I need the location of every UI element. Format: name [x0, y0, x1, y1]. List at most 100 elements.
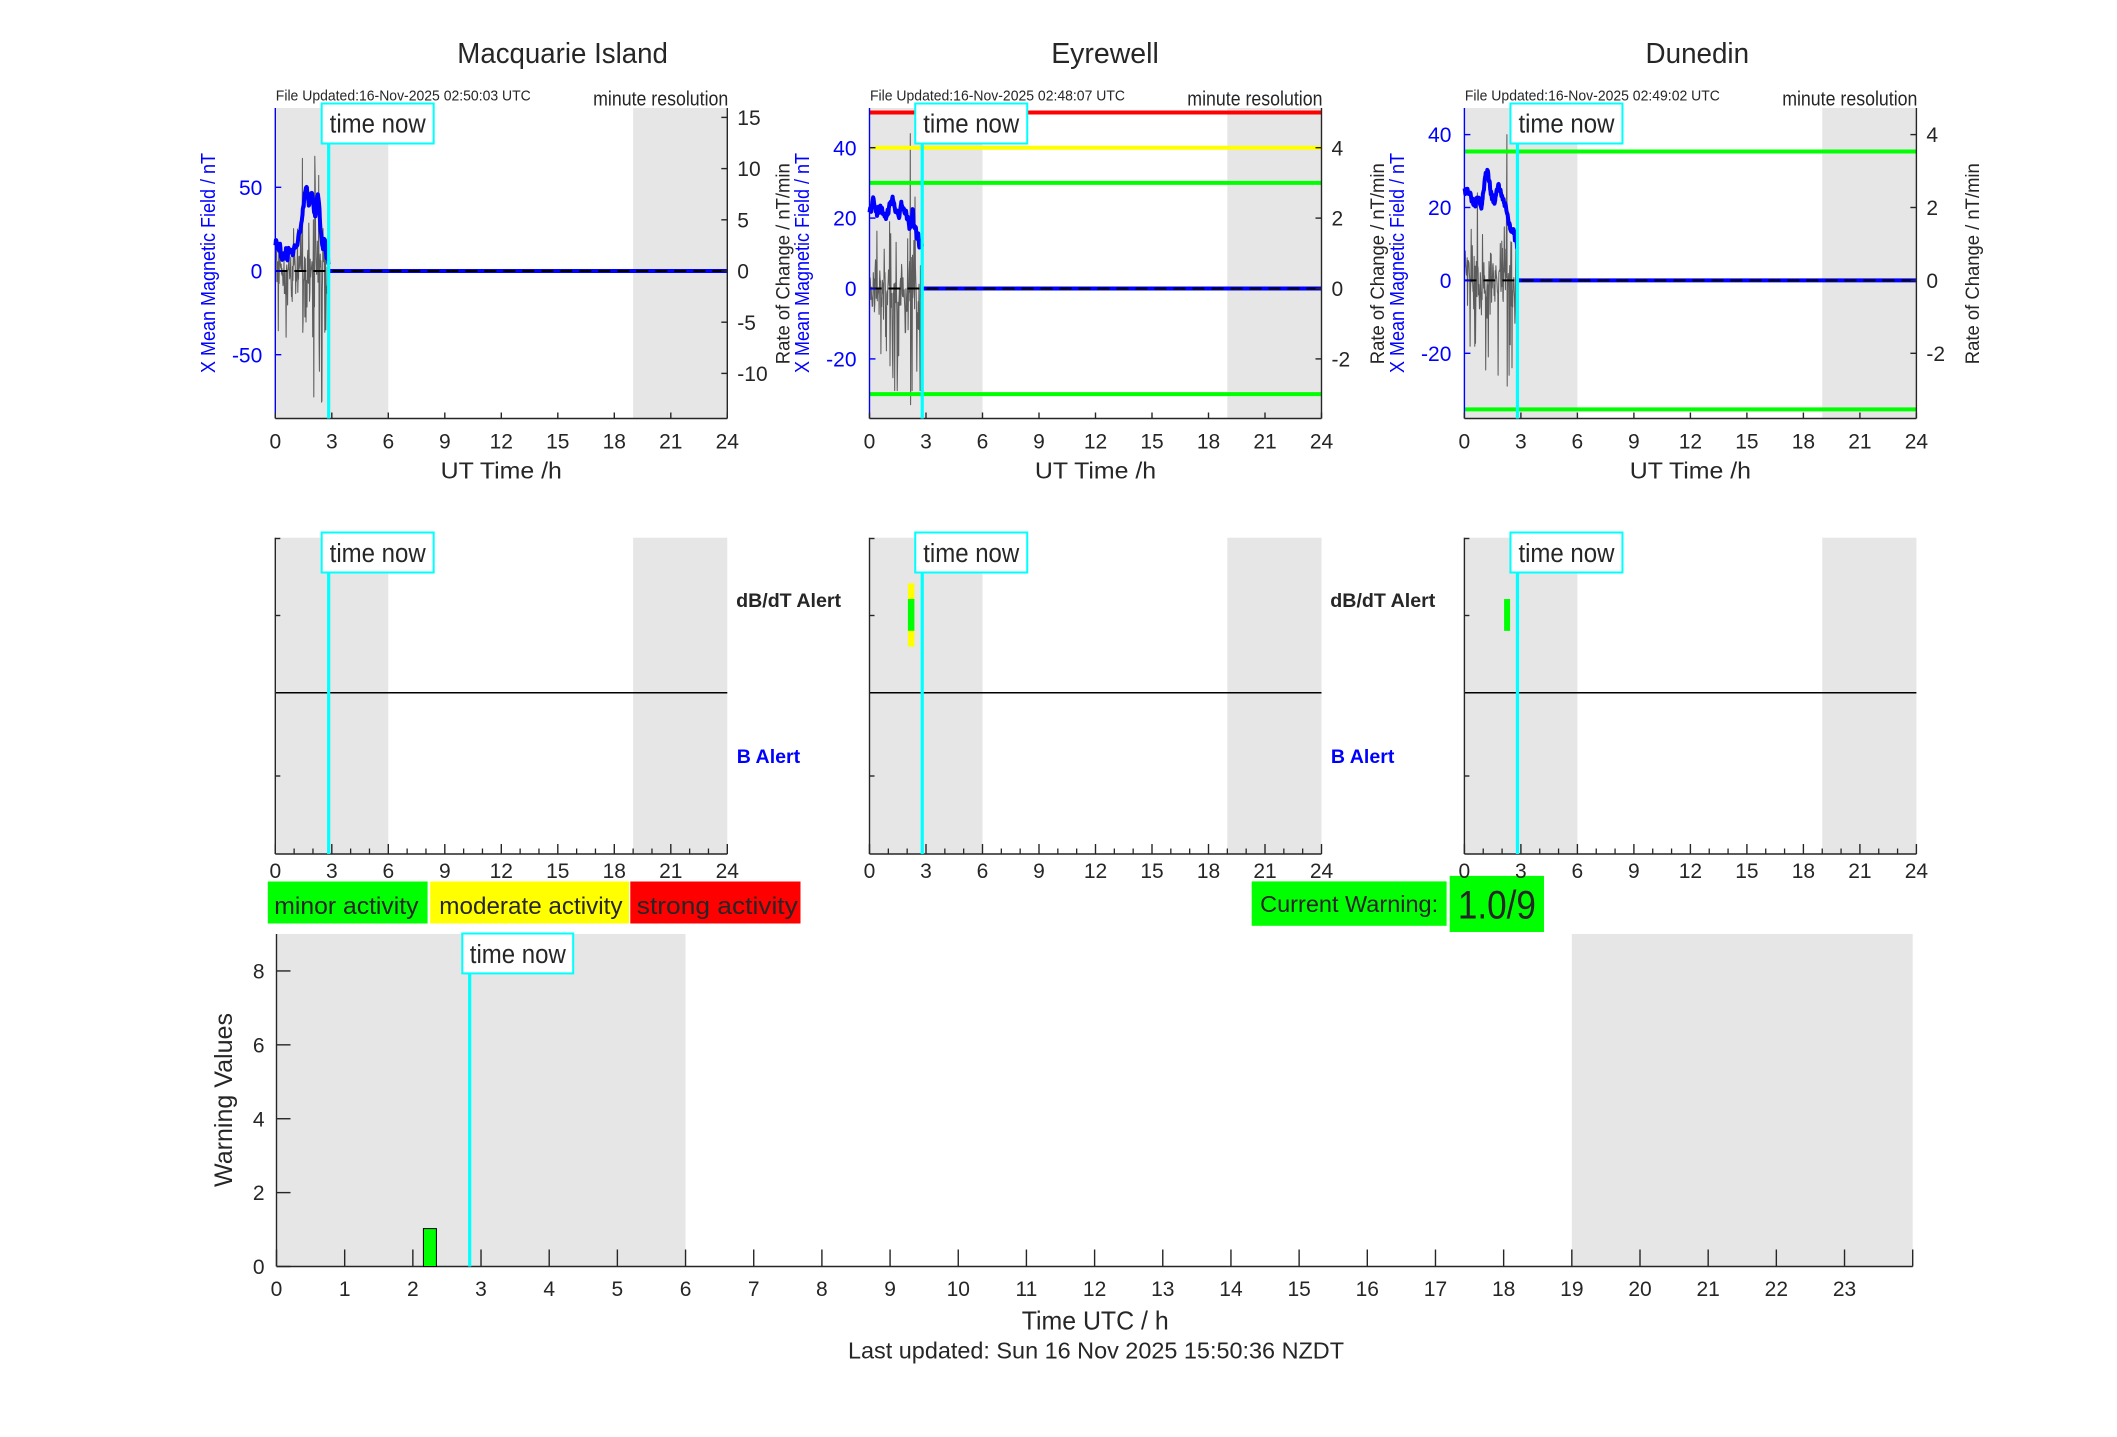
svg-text:6: 6: [253, 1034, 265, 1057]
svg-text:B Alert: B Alert: [1331, 746, 1395, 768]
svg-text:UT Time /h: UT Time /h: [1630, 458, 1751, 484]
svg-text:1.0/9: 1.0/9: [1458, 884, 1536, 928]
svg-text:6: 6: [1572, 431, 1584, 454]
svg-text:B Alert: B Alert: [737, 746, 801, 768]
svg-text:40: 40: [1428, 124, 1451, 147]
svg-text:moderate activity: moderate activity: [439, 893, 622, 920]
svg-text:3: 3: [920, 860, 932, 883]
svg-text:0: 0: [864, 860, 876, 883]
svg-text:10: 10: [737, 158, 760, 181]
svg-text:12: 12: [490, 431, 513, 454]
svg-text:9: 9: [1628, 860, 1640, 883]
svg-text:16: 16: [1356, 1278, 1379, 1301]
svg-text:File Updated:16-Nov-2025 02:49: File Updated:16-Nov-2025 02:49:02 UTC: [1465, 88, 1720, 105]
svg-text:22: 22: [1765, 1278, 1788, 1301]
svg-text:4: 4: [543, 1278, 555, 1301]
svg-text:2: 2: [1332, 208, 1344, 231]
svg-text:5: 5: [737, 209, 749, 232]
svg-text:0: 0: [251, 261, 263, 284]
svg-text:12: 12: [1679, 860, 1702, 883]
svg-text:2: 2: [1926, 197, 1938, 220]
svg-text:6: 6: [1572, 860, 1584, 883]
svg-text:Time UTC / h: Time UTC / h: [1022, 1306, 1169, 1336]
svg-text:-50: -50: [232, 344, 262, 367]
svg-text:15: 15: [546, 860, 569, 883]
svg-text:Rate of Change / nT/min: Rate of Change / nT/min: [1368, 163, 1389, 364]
svg-text:15: 15: [1735, 431, 1758, 454]
svg-text:24: 24: [1905, 431, 1929, 454]
svg-text:6: 6: [382, 860, 394, 883]
svg-text:21: 21: [1848, 860, 1871, 883]
svg-text:3: 3: [920, 431, 932, 454]
svg-text:4: 4: [253, 1108, 265, 1131]
svg-text:21: 21: [1253, 860, 1276, 883]
svg-text:Macquarie Island: Macquarie Island: [457, 38, 668, 70]
svg-text:6: 6: [680, 1278, 692, 1301]
svg-text:0: 0: [271, 1278, 283, 1301]
svg-text:0: 0: [1440, 270, 1452, 293]
svg-text:15: 15: [1140, 431, 1163, 454]
svg-text:6: 6: [382, 431, 394, 454]
svg-text:21: 21: [1696, 1278, 1719, 1301]
svg-text:21: 21: [659, 860, 682, 883]
svg-text:File Updated:16-Nov-2025 02:50: File Updated:16-Nov-2025 02:50:03 UTC: [276, 88, 531, 105]
svg-text:0: 0: [1459, 431, 1471, 454]
svg-text:8: 8: [816, 1278, 828, 1301]
svg-text:2: 2: [407, 1278, 419, 1301]
svg-text:time now: time now: [1518, 111, 1615, 139]
svg-text:File Updated:16-Nov-2025 02:48: File Updated:16-Nov-2025 02:48:07 UTC: [870, 88, 1125, 105]
svg-text:20: 20: [833, 208, 856, 231]
svg-text:dB/dT Alert: dB/dT Alert: [1330, 590, 1435, 612]
svg-text:-2: -2: [1926, 343, 1945, 366]
svg-text:UT Time /h: UT Time /h: [1035, 458, 1156, 484]
svg-text:Dunedin: Dunedin: [1646, 38, 1750, 70]
svg-text:21: 21: [1253, 431, 1276, 454]
svg-text:17: 17: [1424, 1278, 1447, 1301]
svg-text:24: 24: [716, 431, 740, 454]
svg-text:UT Time /h: UT Time /h: [441, 458, 562, 484]
svg-text:-2: -2: [1332, 349, 1351, 372]
svg-text:time now: time now: [470, 941, 567, 969]
svg-text:Eyrewell: Eyrewell: [1051, 38, 1159, 70]
svg-text:21: 21: [1848, 431, 1871, 454]
svg-text:Rate of Change / nT/min: Rate of Change / nT/min: [774, 163, 795, 364]
svg-text:15: 15: [1735, 860, 1758, 883]
svg-text:19: 19: [1560, 1278, 1583, 1301]
svg-text:-20: -20: [1421, 343, 1451, 366]
svg-text:18: 18: [1197, 860, 1220, 883]
svg-text:18: 18: [1792, 431, 1815, 454]
svg-text:5: 5: [612, 1278, 624, 1301]
svg-text:24: 24: [716, 860, 740, 883]
svg-text:10: 10: [947, 1278, 970, 1301]
svg-text:15: 15: [1140, 860, 1163, 883]
svg-text:time now: time now: [923, 540, 1020, 568]
svg-text:12: 12: [1083, 1278, 1106, 1301]
svg-text:12: 12: [1084, 860, 1107, 883]
svg-text:9: 9: [884, 1278, 896, 1301]
svg-text:6: 6: [977, 860, 989, 883]
svg-text:time now: time now: [330, 540, 427, 568]
svg-text:0: 0: [1459, 860, 1471, 883]
svg-text:18: 18: [1792, 860, 1815, 883]
svg-text:24: 24: [1310, 431, 1334, 454]
svg-text:0: 0: [845, 278, 857, 301]
svg-text:0: 0: [269, 431, 281, 454]
svg-text:15: 15: [1287, 1278, 1310, 1301]
svg-text:18: 18: [603, 860, 626, 883]
svg-text:9: 9: [439, 431, 451, 454]
svg-text:0: 0: [269, 860, 281, 883]
svg-text:time now: time now: [923, 111, 1020, 139]
svg-text:7: 7: [748, 1278, 760, 1301]
svg-text:X Mean Magnetic Field / nT: X Mean Magnetic Field / nT: [1386, 153, 1409, 373]
svg-text:23: 23: [1833, 1278, 1856, 1301]
svg-text:24: 24: [1310, 860, 1334, 883]
svg-text:24: 24: [1905, 860, 1929, 883]
svg-text:9: 9: [439, 860, 451, 883]
svg-text:minor activity: minor activity: [274, 893, 418, 920]
svg-text:18: 18: [1197, 431, 1220, 454]
svg-text:-5: -5: [737, 312, 756, 335]
svg-text:20: 20: [1428, 197, 1451, 220]
svg-text:Warning Values: Warning Values: [210, 1013, 238, 1187]
svg-text:6: 6: [977, 431, 989, 454]
svg-text:0: 0: [253, 1256, 265, 1279]
